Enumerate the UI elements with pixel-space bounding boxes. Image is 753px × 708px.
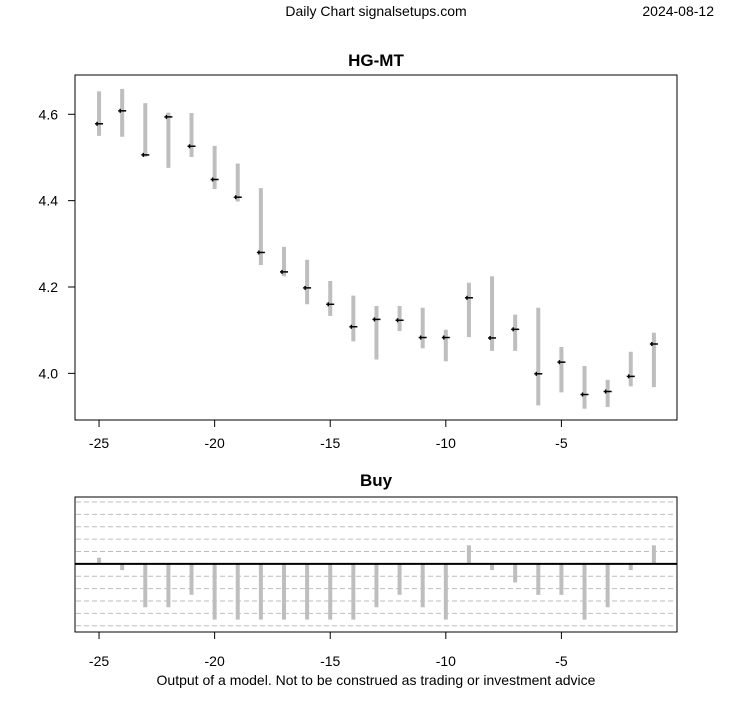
plot-frame: [74, 74, 678, 421]
buy-title: Buy: [360, 471, 393, 490]
x-tick-label: -5: [555, 653, 568, 669]
plot-frame: [74, 496, 678, 633]
x-tick-label: -10: [436, 435, 456, 451]
x-tick-label: -15: [320, 653, 340, 669]
disclaimer: Output of a model. Not to be construed a…: [157, 672, 596, 688]
main-panel: -25 -20 -15 -10 -5 4.0 4.2 4.4 4.6: [39, 74, 678, 451]
x-tick-label: -5: [555, 435, 568, 451]
header-source: Daily Chart signalsetups.com: [285, 3, 466, 19]
header-date: 2024-08-12: [642, 3, 714, 19]
x-tick-label: -25: [89, 653, 109, 669]
x-tick-label: -15: [320, 435, 340, 451]
x-tick-label: -20: [205, 435, 225, 451]
y-tick-label: 4.6: [39, 106, 59, 122]
x-tick-label: -10: [436, 653, 456, 669]
y-tick-label: 4.4: [39, 193, 59, 209]
main-title: HG-MT: [348, 51, 404, 70]
y-tick-label: 4.0: [39, 365, 59, 381]
y-tick-label: 4.2: [39, 279, 59, 295]
x-tick-label: -25: [89, 435, 109, 451]
x-tick-label: -20: [205, 653, 225, 669]
buy-panel: -25 -20 -15 -10 -5: [74, 496, 678, 669]
